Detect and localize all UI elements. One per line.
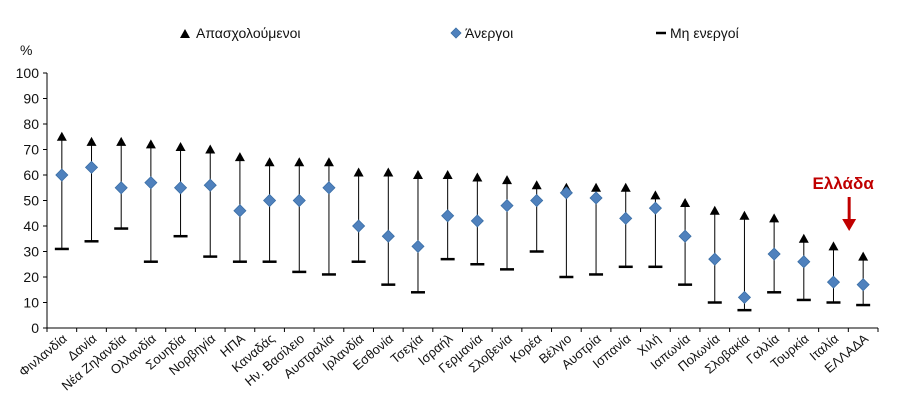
legend: Απασχολούμενοι Άνεργοι Μη ενεργοί xyxy=(180,25,739,41)
range-lines xyxy=(61,136,864,311)
employed-marker xyxy=(175,141,186,151)
data-markers xyxy=(54,131,871,312)
y-tick-label: 40 xyxy=(23,218,39,234)
greece-annotation: Ελλάδα xyxy=(813,174,875,231)
unemployed-marker xyxy=(797,255,811,269)
y-tick-label: 10 xyxy=(23,295,39,311)
unemployed-marker xyxy=(144,176,158,190)
employed-marker xyxy=(442,170,453,179)
legend-marker-diamond xyxy=(450,27,462,39)
employed-marker xyxy=(828,241,839,251)
y-tick-label: 80 xyxy=(23,116,39,132)
greece-annotation-label: Ελλάδα xyxy=(813,174,875,193)
unemployed-marker xyxy=(322,181,336,195)
greece-arrow-head xyxy=(842,219,857,231)
unemployed-marker xyxy=(381,229,395,243)
unemployed-marker xyxy=(737,290,752,304)
y-tick-label: 0 xyxy=(31,320,39,336)
unemployed-marker xyxy=(589,191,603,205)
y-tick-label: 100 xyxy=(16,65,40,81)
unemployed-marker xyxy=(619,211,633,225)
unemployed-marker xyxy=(648,201,662,215)
unemployed-marker xyxy=(55,168,69,182)
unemployed-marker xyxy=(708,252,722,266)
y-tick-label: 70 xyxy=(23,142,39,158)
unemployed-marker xyxy=(203,178,217,192)
employed-marker xyxy=(650,190,661,200)
employed-marker xyxy=(858,251,869,261)
employed-marker xyxy=(591,182,602,192)
employed-marker xyxy=(502,175,513,185)
employed-marker xyxy=(145,139,156,149)
unemployed-marker xyxy=(559,186,573,200)
unemployed-marker xyxy=(114,181,128,195)
employed-marker xyxy=(383,167,394,177)
legend-marker-triangle xyxy=(180,29,190,38)
employed-marker xyxy=(472,172,483,182)
legend-label-employed: Απασχολούμενοι xyxy=(196,25,300,41)
unemployed-marker xyxy=(826,275,841,289)
unemployed-marker xyxy=(530,193,544,208)
unemployed-marker xyxy=(173,181,188,195)
employed-marker xyxy=(531,180,542,190)
y-axis: 0 10 20 30 40 50 60 70 80 90 100 xyxy=(16,65,48,336)
y-tick-label: 90 xyxy=(23,91,39,107)
employed-marker xyxy=(205,144,216,154)
y-tick-label: 20 xyxy=(23,269,39,285)
employed-marker xyxy=(86,136,97,146)
employed-marker xyxy=(680,198,691,208)
employed-marker xyxy=(234,152,245,162)
legend-label-unemployed: Άνεργοι xyxy=(465,25,513,41)
employed-marker xyxy=(56,131,67,141)
x-tick-label: Φινλανδία xyxy=(16,331,70,380)
legend-label-inactive: Μη ενεργοί xyxy=(670,25,739,41)
unemployed-marker xyxy=(767,247,781,261)
employed-marker xyxy=(294,157,305,167)
employed-marker xyxy=(116,136,127,146)
y-tick-label: 50 xyxy=(23,193,39,209)
unemployed-marker xyxy=(352,219,366,233)
unemployed-marker xyxy=(411,239,425,253)
employed-marker xyxy=(412,170,423,179)
employed-marker xyxy=(620,182,631,192)
employed-marker xyxy=(739,210,750,220)
employed-marker xyxy=(264,157,275,167)
employed-marker xyxy=(798,233,809,243)
y-tick-label: 30 xyxy=(23,244,39,260)
y-tick-label: 60 xyxy=(23,167,39,183)
unemployed-marker xyxy=(233,204,247,218)
unemployed-marker xyxy=(263,193,277,208)
unemployed-marker xyxy=(856,278,870,292)
unemployed-marker xyxy=(441,209,455,223)
y-unit-label: % xyxy=(20,42,32,58)
unemployed-marker xyxy=(500,199,514,213)
unemployed-marker xyxy=(470,214,484,228)
employed-marker xyxy=(323,157,334,167)
employed-marker xyxy=(769,213,780,223)
unemployed-marker xyxy=(678,229,692,243)
employed-marker xyxy=(709,205,720,215)
unemployed-marker xyxy=(292,193,306,208)
employed-marker xyxy=(353,167,364,177)
unemployed-marker xyxy=(84,160,99,174)
